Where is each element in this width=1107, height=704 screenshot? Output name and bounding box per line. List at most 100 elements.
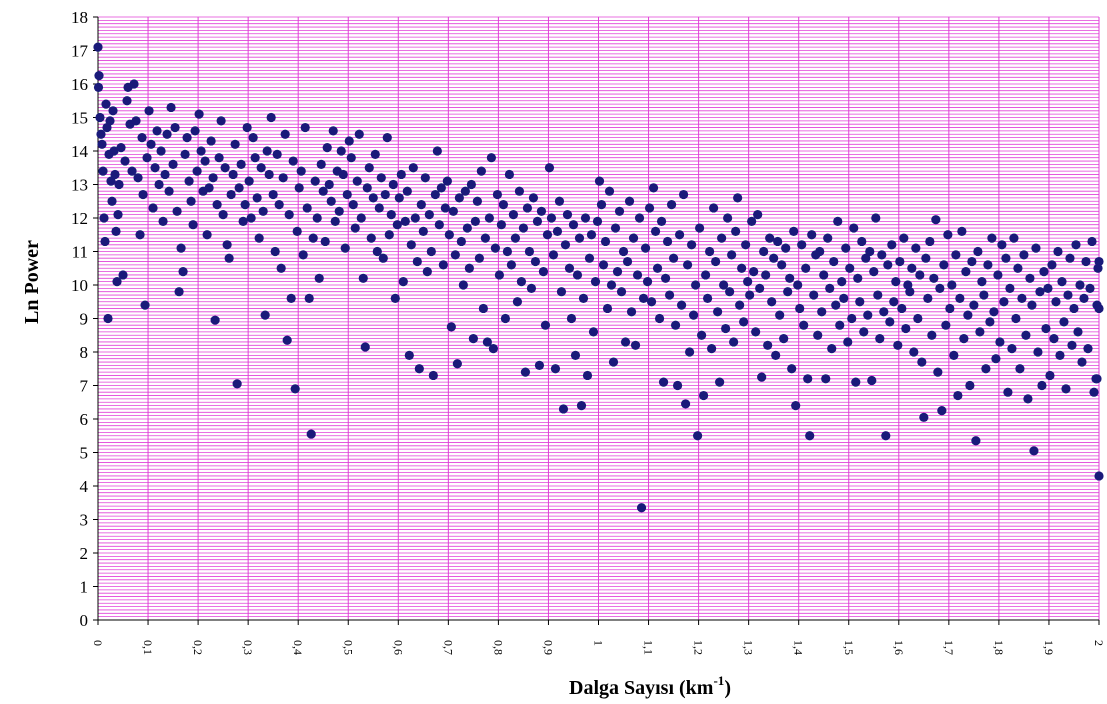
data-point — [93, 82, 104, 92]
x-tick-label: 0,5 — [341, 640, 355, 655]
data-point — [498, 200, 509, 210]
data-point — [260, 310, 270, 320]
data-point — [725, 287, 735, 297]
data-point — [212, 200, 222, 210]
data-point — [1053, 246, 1063, 257]
data-point — [96, 129, 106, 139]
data-point — [823, 233, 833, 243]
data-point — [969, 300, 979, 310]
data-point — [490, 243, 500, 253]
data-point — [430, 189, 440, 200]
data-point — [1059, 317, 1069, 327]
data-point — [103, 313, 113, 324]
data-point — [244, 176, 254, 186]
data-point — [865, 246, 875, 257]
data-point — [152, 126, 162, 136]
data-point — [801, 263, 811, 273]
y-tick-label: 18 — [71, 8, 88, 27]
data-point — [194, 109, 204, 119]
data-point — [282, 335, 292, 345]
data-point — [1043, 283, 1053, 293]
data-point — [869, 267, 879, 277]
data-point — [729, 337, 739, 347]
data-point — [1033, 347, 1043, 357]
data-point — [989, 307, 999, 317]
data-point — [793, 280, 803, 290]
data-point — [214, 153, 224, 163]
data-point — [656, 216, 667, 226]
data-point — [578, 293, 589, 303]
data-point — [240, 200, 250, 210]
x-tick-label: 1,1 — [642, 640, 656, 655]
data-point — [296, 166, 306, 176]
data-point — [552, 226, 563, 236]
data-point — [180, 149, 190, 159]
data-point — [1075, 280, 1085, 290]
data-point — [568, 220, 579, 230]
data-point — [753, 210, 763, 220]
data-point — [1077, 357, 1087, 367]
data-point — [1067, 340, 1077, 350]
data-point — [620, 337, 631, 347]
data-point — [536, 206, 547, 216]
data-point — [448, 206, 458, 216]
data-point — [847, 313, 857, 324]
data-point — [594, 176, 605, 186]
data-point — [542, 230, 553, 240]
data-point — [833, 216, 843, 226]
data-point — [496, 220, 507, 230]
data-point — [783, 287, 793, 297]
data-point — [949, 350, 959, 360]
data-point — [1063, 290, 1073, 300]
data-point — [827, 344, 837, 354]
data-point — [755, 283, 765, 293]
data-point — [995, 337, 1005, 347]
data-point — [721, 323, 731, 334]
data-point — [482, 337, 492, 347]
data-point — [839, 293, 849, 303]
data-point — [871, 213, 881, 223]
data-point — [494, 270, 505, 280]
data-point — [600, 236, 611, 247]
data-point — [815, 246, 825, 257]
x-tick-label: 1,9 — [1042, 640, 1056, 655]
data-point — [218, 210, 228, 220]
data-point — [877, 250, 887, 260]
x-tick-label: 1,5 — [842, 640, 856, 655]
data-point — [941, 320, 951, 330]
x-tick-label: 2 — [1092, 640, 1106, 646]
data-point — [156, 146, 166, 156]
data-point — [570, 350, 581, 360]
data-point — [939, 260, 949, 270]
data-point — [372, 246, 382, 257]
y-tick-label: 0 — [80, 611, 89, 630]
data-point — [408, 163, 418, 173]
data-point — [1011, 313, 1021, 324]
data-point — [188, 220, 198, 230]
data-point — [1094, 471, 1104, 481]
data-point — [420, 173, 430, 183]
data-point — [767, 297, 777, 307]
data-point — [628, 233, 639, 243]
data-point — [446, 322, 456, 332]
data-point — [300, 122, 310, 133]
data-point — [386, 210, 396, 220]
data-point — [809, 290, 819, 300]
data-point — [614, 206, 625, 216]
x-tick-label: 0 — [91, 640, 105, 646]
data-point — [418, 226, 428, 236]
data-point — [98, 166, 108, 176]
data-point — [284, 210, 294, 220]
data-point — [440, 203, 450, 213]
data-point — [336, 146, 346, 156]
data-point — [686, 240, 697, 250]
data-point — [985, 317, 995, 327]
data-point — [999, 297, 1009, 307]
data-point — [925, 236, 935, 247]
y-tick-label: 2 — [80, 544, 89, 563]
data-point — [975, 327, 985, 337]
data-point — [773, 236, 783, 247]
data-point — [572, 270, 583, 280]
data-point — [1089, 387, 1099, 397]
